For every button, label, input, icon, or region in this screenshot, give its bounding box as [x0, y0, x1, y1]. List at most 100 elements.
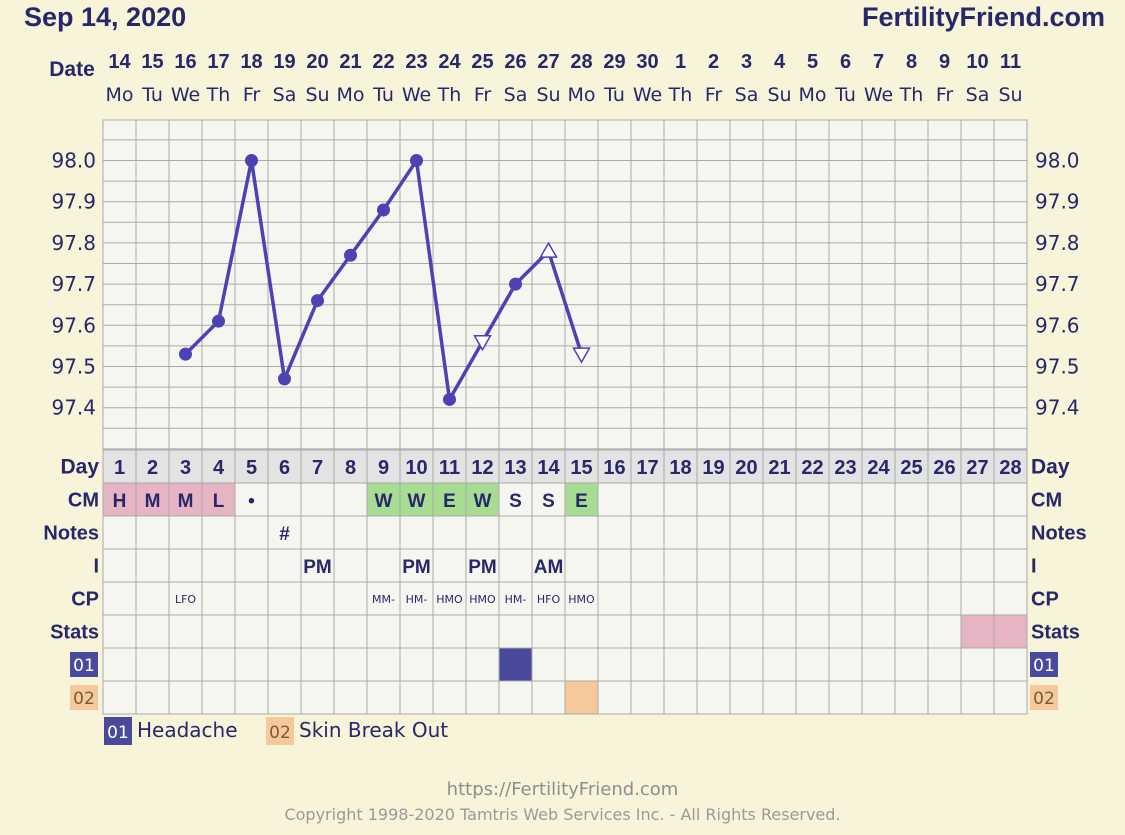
date-label: 10	[966, 51, 988, 73]
weekday-label: Th	[899, 84, 924, 106]
weekday-label: Fr	[243, 84, 261, 106]
weekday-label: Th	[206, 84, 231, 106]
date-label: 16	[174, 51, 196, 73]
cycle-day: 15	[570, 457, 592, 479]
weekday-label: Tu	[372, 84, 394, 106]
date-label: 5	[807, 51, 818, 73]
date-label: 6	[840, 51, 851, 73]
row-label-stats: Stats	[50, 622, 99, 644]
note-mark: #	[279, 524, 290, 545]
cycle-day: 1	[114, 457, 125, 479]
cycle-day: 21	[768, 457, 790, 479]
custom-code-badge-left	[70, 652, 98, 677]
date-label: 9	[939, 51, 950, 73]
weekday-label: Sa	[735, 84, 759, 106]
cm-value: •	[248, 491, 255, 512]
date-label: 28	[570, 51, 592, 73]
temperature-point	[509, 277, 522, 291]
cycle-day: 13	[504, 457, 526, 479]
weekday-label: Su	[305, 84, 329, 106]
cm-cell	[103, 483, 136, 516]
weekday-label: Sa	[504, 84, 528, 106]
date-label: 26	[504, 51, 526, 73]
weekday-label: We	[402, 84, 431, 106]
row-label-cp-right: CP	[1031, 589, 1059, 611]
date-label: 17	[207, 51, 229, 73]
temperature-point	[377, 203, 390, 217]
row-label-cm-right: CM	[1031, 490, 1062, 512]
row-label-notes-right: Notes	[1031, 523, 1087, 545]
cycle-day: 2	[147, 457, 158, 479]
y-tick-left: 98.0	[51, 149, 96, 173]
custom-code-badge-right	[1030, 652, 1058, 677]
weekday-label: Sa	[273, 84, 297, 106]
footer-copyright: Copyright 1998-2020 Tamtris Web Services…	[284, 805, 841, 824]
cm-value: M	[145, 491, 161, 512]
cycle-day: 8	[345, 457, 356, 479]
custom-code-badge-right	[1030, 685, 1058, 710]
y-tick-left: 97.9	[51, 190, 96, 214]
weekday-label: We	[171, 84, 200, 106]
cm-cell	[136, 483, 169, 516]
date-row-label: Date	[49, 58, 95, 81]
temperature-point	[410, 154, 423, 167]
custom-code-01-right: 01	[1033, 656, 1055, 676]
cm-value: E	[443, 491, 456, 512]
y-tick-left: 97.5	[51, 355, 96, 379]
weekday-label: Th	[437, 84, 462, 106]
date-label: 19	[273, 51, 295, 73]
weekday-label: Sa	[966, 84, 990, 106]
cm-value: W	[474, 491, 492, 512]
row-label-cm: CM	[68, 490, 99, 512]
date-label: 15	[141, 51, 163, 73]
row-label-notes: Notes	[43, 523, 99, 545]
cycle-day: 10	[405, 457, 427, 479]
cycle-day: 6	[279, 457, 290, 479]
cycle-day: 27	[966, 457, 988, 479]
weekday-label: Su	[767, 84, 791, 106]
footer-url[interactable]: https://FertilityFriend.com	[446, 779, 679, 800]
y-tick-left: 97.7	[51, 272, 96, 296]
cycle-day: 17	[636, 457, 658, 479]
cycle-day: 14	[537, 457, 560, 479]
cm-cell	[202, 483, 235, 516]
y-tick-right: 97.6	[1035, 313, 1080, 337]
legend-label-01: Headache	[137, 718, 238, 742]
weekday-label: Su	[998, 84, 1022, 106]
legend-swatch-01	[104, 717, 132, 745]
cm-value: W	[408, 491, 426, 512]
date-label: 22	[372, 51, 394, 73]
cycle-day: 25	[900, 457, 922, 479]
legend-label-02: Skin Break Out	[299, 718, 448, 742]
cp-value: MM-	[372, 593, 395, 606]
date-label: 21	[339, 51, 361, 73]
temperature-point	[212, 314, 225, 328]
cm-cell	[565, 483, 598, 516]
site-brand[interactable]: FertilityFriend.com	[861, 2, 1105, 32]
custom-code-badge-left	[70, 685, 98, 710]
y-tick-left: 97.6	[51, 313, 96, 337]
date-label: 7	[873, 51, 884, 73]
cm-value: L	[213, 491, 225, 512]
custom-code-01-left: 01	[73, 656, 95, 676]
intercourse-time: PM	[303, 557, 332, 578]
date-label: 25	[471, 51, 493, 73]
cm-cell	[400, 483, 433, 516]
cm-cell	[367, 483, 400, 516]
weekday-label: Su	[536, 84, 560, 106]
cp-value: HM-	[505, 593, 527, 606]
temperature-point	[443, 392, 456, 406]
cycle-day: 11	[439, 457, 460, 479]
cm-value: E	[575, 491, 588, 512]
cycle-day: 26	[933, 457, 955, 479]
temperature-point	[245, 154, 258, 167]
cycle-day: 22	[801, 457, 823, 479]
cycle-day: 24	[867, 457, 890, 479]
temperature-point	[278, 372, 291, 386]
intercourse-time: PM	[402, 557, 431, 578]
temperature-point	[311, 294, 324, 308]
cycle-day: 12	[471, 457, 493, 479]
weekday-label: Mo	[105, 84, 133, 106]
row-label-intercourse: I	[93, 556, 99, 578]
